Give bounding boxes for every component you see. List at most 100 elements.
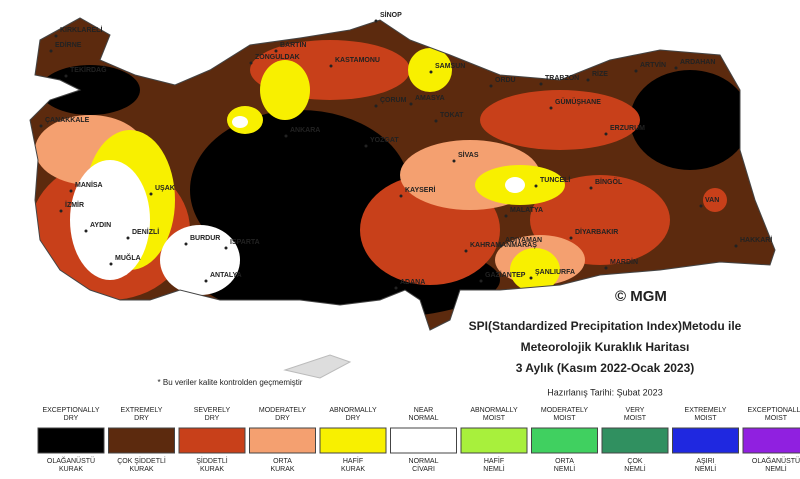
city-dot xyxy=(429,70,433,74)
legend-en: DRY xyxy=(134,415,149,422)
legend-swatch xyxy=(531,427,598,454)
legend-tr: NEMLİ xyxy=(483,464,504,473)
legend-tr: OLAĞANÜSTÜ xyxy=(752,456,800,465)
legend-tr: HAFİF xyxy=(484,456,504,465)
legend-en: NEAR xyxy=(414,407,433,414)
city-dot xyxy=(674,66,678,70)
legend-en: EXCEPTIONALLY xyxy=(747,407,800,414)
title-line: Meteorolojik Kuraklık Haritası xyxy=(521,340,690,354)
city-label: ARTVİN xyxy=(640,61,666,69)
city-label: AYDIN xyxy=(90,222,111,229)
city-label: KAHRAMANMARAŞ xyxy=(470,242,537,249)
city-dot xyxy=(374,104,378,108)
city-dot xyxy=(249,61,253,65)
city-label: SİVAS xyxy=(458,151,479,159)
legend-en: MOIST xyxy=(765,415,788,422)
legend-swatch xyxy=(460,427,528,454)
city-dot xyxy=(84,229,88,233)
legend-en: EXTREMELY xyxy=(685,407,727,414)
city-dot xyxy=(49,49,53,53)
city-label: ADIYAMAN xyxy=(505,237,542,244)
legend-tr: NEMLİ xyxy=(624,464,645,473)
city-dot xyxy=(464,249,468,253)
city-dot xyxy=(534,184,538,188)
city-dot xyxy=(69,189,73,193)
city-dot xyxy=(734,244,738,248)
legend-swatch xyxy=(742,427,800,454)
city-label: RİZE xyxy=(592,70,608,78)
city-dot xyxy=(399,194,403,198)
city-label: DİYARBAKIR xyxy=(575,228,618,236)
city-dot xyxy=(452,159,456,163)
city-label: TEKİRDAĞ xyxy=(70,65,107,74)
legend-tr: KURAK xyxy=(129,466,153,473)
city-dot xyxy=(539,82,543,86)
city-dot xyxy=(489,84,493,88)
legend-tr: KURAK xyxy=(341,466,365,473)
legend-tr: HAFİF xyxy=(343,456,363,465)
date: Hazırlanış Tarihi: Şubat 2023 xyxy=(547,387,662,397)
city-label: TOKAT xyxy=(440,112,464,119)
city-dot xyxy=(479,279,483,283)
city-label: HAKKARİ xyxy=(740,236,772,244)
city-dot xyxy=(329,64,333,68)
legend-tr: ORTA xyxy=(555,458,574,465)
city-label: MALATYA xyxy=(510,207,543,214)
legend-en: SEVERELY xyxy=(194,407,231,414)
city-label: AMASYA xyxy=(415,95,445,102)
legend-swatch xyxy=(37,427,105,454)
cyprus xyxy=(283,354,352,379)
legend-tr: NEMLİ xyxy=(554,464,575,473)
legend-en: MODERATELY xyxy=(541,407,589,414)
city-dot xyxy=(59,209,63,213)
title-line: 3 Aylık (Kasım 2022-Ocak 2023) xyxy=(516,361,695,375)
city-label: ZONGULDAK xyxy=(255,54,300,61)
drought-map xyxy=(30,18,775,330)
city-dot xyxy=(126,236,130,240)
city-label: YOZGAT xyxy=(370,137,399,144)
legend-en: NORMAL xyxy=(409,415,439,422)
city-label: KAYSERİ xyxy=(405,186,436,194)
legend-en: MODERATELY xyxy=(259,407,307,414)
legend-tr: ÇOK xyxy=(627,458,643,465)
legend-tr: NORMAL xyxy=(409,458,439,465)
city-label: TUNCELİ xyxy=(540,176,570,184)
city-dot xyxy=(109,262,113,266)
city-dot xyxy=(184,242,188,246)
legend-en: DRY xyxy=(346,415,361,422)
city-label: DENİZLİ xyxy=(132,228,159,236)
city-dot xyxy=(604,266,608,270)
legend-tr: OLAĞANÜSTÜ xyxy=(47,456,95,465)
legend-tr: KURAK xyxy=(59,466,83,473)
legend-tr: ORTA xyxy=(273,458,292,465)
city-dot xyxy=(409,102,413,106)
legend-swatch xyxy=(672,427,739,454)
city-label: ARDAHAN xyxy=(680,59,715,66)
city-dot xyxy=(499,244,503,248)
city-dot xyxy=(504,214,508,218)
city-dot xyxy=(569,236,573,240)
legend-tr: CİVARI xyxy=(412,464,435,473)
legend-tr: ŞİDDETLİ xyxy=(196,456,228,465)
legend-tr: KURAK xyxy=(200,466,224,473)
city-dot xyxy=(394,286,398,290)
legend-swatch xyxy=(601,427,669,454)
legend-en: MOIST xyxy=(553,415,576,422)
legend-en: EXCEPTIONALLY xyxy=(42,407,99,414)
legend-en: MOIST xyxy=(624,415,647,422)
city-label: BURDUR xyxy=(190,235,220,242)
legend-swatch xyxy=(178,427,246,454)
city-label: SİNOP xyxy=(380,11,402,19)
city-label: TRABZON xyxy=(545,75,579,82)
city-label: BARTIN xyxy=(280,42,306,49)
city-dot xyxy=(149,192,153,196)
city-label: KASTAMONU xyxy=(335,57,380,64)
city-label: KIRKLARELİ xyxy=(60,26,102,34)
city-dot xyxy=(54,34,58,38)
legend-swatch xyxy=(390,427,457,454)
legend-swatch xyxy=(108,427,175,454)
city-label: ANTALYA xyxy=(210,272,242,279)
legend-swatch xyxy=(319,427,387,454)
city-label: ORDU xyxy=(495,77,516,84)
